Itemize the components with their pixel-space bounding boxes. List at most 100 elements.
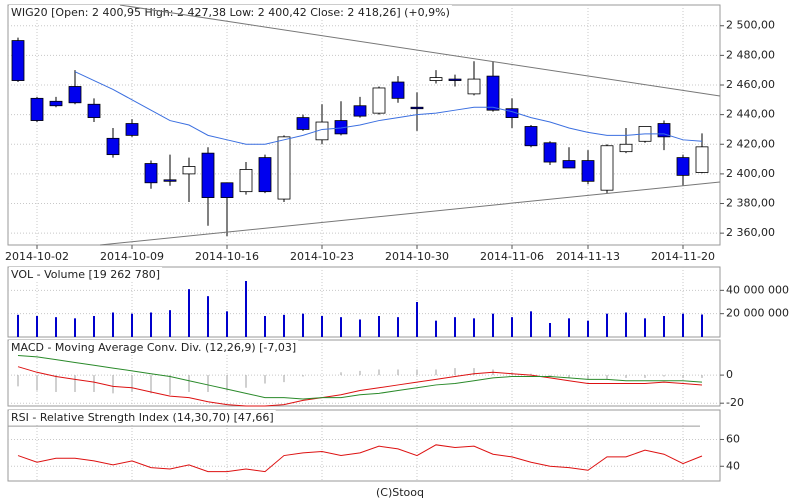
bar <box>454 317 456 337</box>
histogram-bar <box>701 375 703 378</box>
bar <box>587 320 589 337</box>
candle-body <box>144 163 158 184</box>
y-tick-label: 2 480,00 <box>726 48 775 61</box>
bar <box>188 289 190 337</box>
histogram-bar <box>112 375 114 394</box>
histogram-bar <box>587 375 589 380</box>
bar <box>36 316 38 337</box>
y-tick-label: 40 000 000 <box>726 283 789 296</box>
histogram-bar <box>17 375 19 387</box>
histogram-bar <box>530 373 532 376</box>
bar <box>17 314 19 337</box>
candle-body <box>600 145 614 191</box>
y-tick-label: -20 <box>726 396 744 409</box>
histogram-bar <box>454 368 456 376</box>
histogram-bar <box>245 375 247 388</box>
x-tick-label: 2014-11-20 <box>651 250 715 263</box>
histogram-bar <box>264 375 266 384</box>
trend-line <box>119 4 721 97</box>
candle-body <box>277 136 291 200</box>
panel-frame <box>7 409 721 482</box>
histogram-bar <box>606 375 608 380</box>
histogram-bar <box>682 375 684 378</box>
panel-frame <box>7 4 721 246</box>
histogram-bar <box>55 375 57 392</box>
bar <box>245 281 247 337</box>
histogram-bar <box>625 375 627 378</box>
candle-body <box>163 179 177 182</box>
series-line <box>17 444 703 473</box>
candle-body <box>125 123 139 136</box>
histogram-bar <box>74 375 76 392</box>
histogram-bar <box>226 375 228 391</box>
bar <box>606 313 608 337</box>
histogram-bar <box>568 375 570 378</box>
bar <box>682 313 684 337</box>
y-tick-label: 2 460,00 <box>726 78 775 91</box>
candle-body <box>220 182 234 198</box>
y-tick-label: 0 <box>726 368 733 381</box>
y-tick-label: 2 440,00 <box>726 108 775 121</box>
bar <box>150 312 152 337</box>
candle-body <box>581 160 595 182</box>
candle-body <box>49 100 63 107</box>
series-line <box>17 354 703 400</box>
bar <box>625 312 627 337</box>
y-tick-label: 60 <box>726 432 740 445</box>
title-background <box>9 340 299 355</box>
x-tick-label: 2014-10-02 <box>5 250 69 263</box>
candle-body <box>87 103 101 118</box>
histogram-bar <box>340 372 342 376</box>
y-tick-label: 40 <box>726 459 740 472</box>
x-tick-label: 2014-10-23 <box>290 250 354 263</box>
candle-body <box>676 157 690 176</box>
bar <box>435 320 437 337</box>
panel-title: RSI - Relative Strength Index (14,30,70)… <box>11 411 274 424</box>
candle-body <box>239 169 253 193</box>
bar <box>74 318 76 337</box>
bar <box>511 317 513 337</box>
candle-body <box>11 40 25 81</box>
bar <box>644 318 646 337</box>
bar <box>55 317 57 337</box>
histogram-bar <box>188 375 190 392</box>
candle-body <box>30 97 44 121</box>
bar <box>701 314 703 337</box>
candle-body <box>524 126 538 147</box>
candle-body <box>258 157 272 193</box>
y-tick-label: 2 420,00 <box>726 137 775 150</box>
plot: 2 360,00 2 380,00 2 400,00 2 420,00 2 440,00… <box>5 4 789 482</box>
histogram-bar <box>169 375 171 395</box>
bar <box>321 316 323 337</box>
histogram-bar <box>359 370 361 376</box>
title-background <box>9 267 163 282</box>
panel-frame <box>7 339 721 407</box>
bar <box>549 323 551 337</box>
title-background <box>9 410 276 425</box>
bar <box>473 318 475 337</box>
candle-body <box>372 87 386 114</box>
histogram-bar <box>549 375 551 377</box>
title-background <box>9 5 452 20</box>
bar <box>264 316 266 337</box>
candle-body <box>562 160 576 169</box>
candle-body <box>296 117 310 130</box>
candle-body <box>410 106 424 110</box>
bar <box>283 314 285 337</box>
bar <box>530 311 532 337</box>
bar <box>416 302 418 337</box>
histogram-bar <box>36 375 38 391</box>
x-tick-label: 2014-10-09 <box>100 250 164 263</box>
bar <box>359 319 361 337</box>
histogram-bar <box>644 375 646 378</box>
bar <box>207 296 209 337</box>
histogram-bar <box>131 375 133 392</box>
bar <box>340 317 342 337</box>
histogram-bar <box>435 369 437 376</box>
candle-body <box>201 152 215 198</box>
histogram-bar <box>207 375 209 392</box>
candle-body <box>467 78 481 95</box>
footer: (C)Stooq <box>376 486 424 499</box>
x-tick-label: 2014-10-30 <box>385 250 449 263</box>
